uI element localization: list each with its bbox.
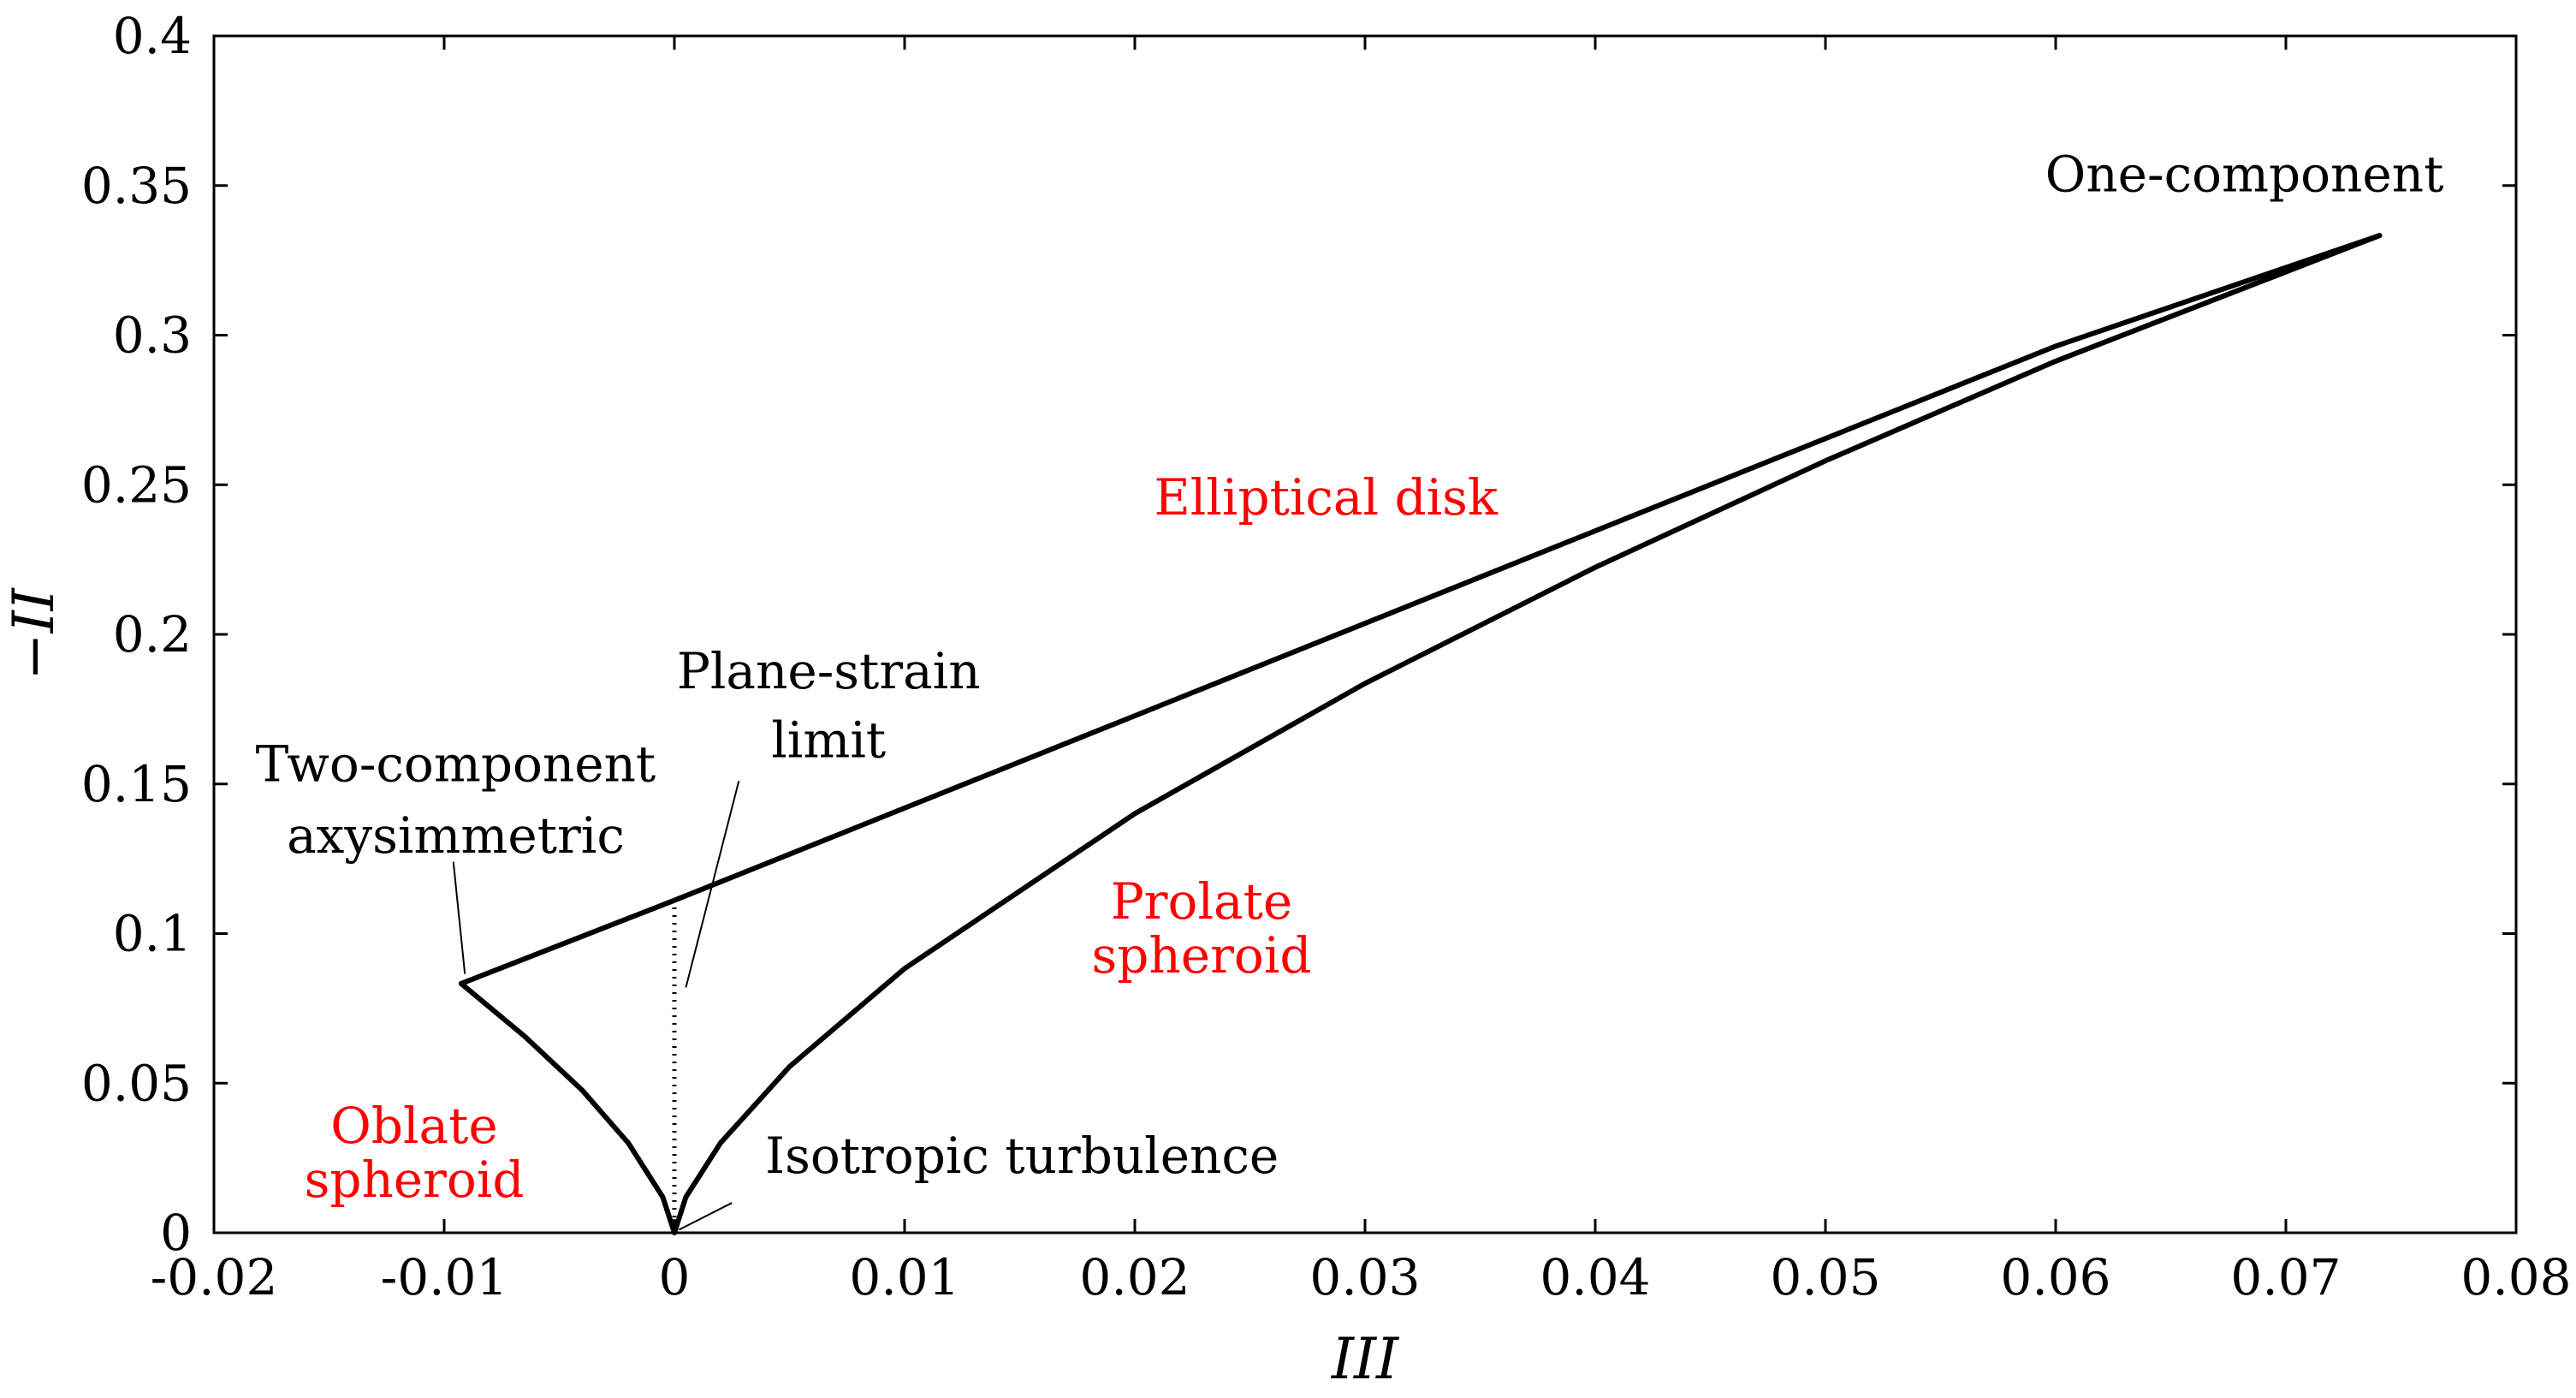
boundary-curve	[458, 980, 677, 1235]
annotation-label: spheroid	[1092, 926, 1312, 985]
annotations: One-component Elliptical disk Plane-strain…	[256, 146, 2444, 1209]
plot-frame	[212, 34, 2518, 1234]
boundary-curve	[458, 233, 2383, 986]
annotation-label: Isotropic turbulence	[765, 1127, 1279, 1185]
series-layer	[458, 233, 2383, 1235]
x-axis-label: III	[1331, 1326, 1400, 1392]
y-tick-label: 0.05	[81, 1054, 192, 1112]
annotation-label: axysimmetric	[287, 806, 625, 865]
y-tick-label: 0.25	[81, 455, 192, 514]
x-tick-label: -0.01	[381, 1248, 508, 1306]
x-tick-label: 0.08	[2460, 1248, 2571, 1306]
leader-lines	[452, 781, 740, 1231]
annotation-leader	[678, 1202, 733, 1231]
x-tick-label: 0	[659, 1248, 691, 1306]
annotation-label: One-component	[2045, 146, 2444, 204]
y-tick-label: 0.2	[113, 605, 192, 663]
y-tick-label: 0.1	[113, 905, 192, 963]
x-tick-label: -0.02	[151, 1248, 278, 1306]
annotation-label: Oblate	[330, 1097, 497, 1155]
annotation-label: limit	[771, 711, 886, 769]
annotation-label: Two-component	[256, 735, 656, 793]
x-tick-label: 0.05	[1770, 1248, 1880, 1306]
x-tick-label: 0.06	[2000, 1248, 2110, 1306]
y-axis-label: −II	[1, 586, 67, 680]
annotation-label: Prolate	[1111, 872, 1292, 931]
x-tick-label: 0.04	[1540, 1248, 1650, 1306]
annotation-label: spheroid	[305, 1151, 525, 1209]
y-tick-label: 0.15	[81, 755, 192, 813]
y-tick-label: 0.35	[81, 157, 192, 215]
annotation-leader	[452, 861, 466, 974]
y-tick-label: 0.3	[113, 306, 192, 365]
y-tick-label: 0.4	[113, 7, 192, 65]
x-tick-label: 0.01	[849, 1248, 959, 1306]
boundary-curve	[672, 233, 2383, 1235]
x-tick-label: 0.07	[2230, 1248, 2341, 1306]
x-tick-label: 0.02	[1079, 1248, 1190, 1306]
annotation-leader	[685, 781, 740, 988]
axis-ticks: -0.02 -0.01 0 0.01 0.02 0.03 0.04 0.05 0.06 0.07 0…	[81, 7, 2572, 1306]
annotation-label: Plane-strain	[677, 642, 981, 700]
y-tick-label: 0	[160, 1204, 192, 1262]
annotation-label: Elliptical disk	[1154, 468, 1498, 526]
x-tick-label: 0.03	[1309, 1248, 1420, 1306]
